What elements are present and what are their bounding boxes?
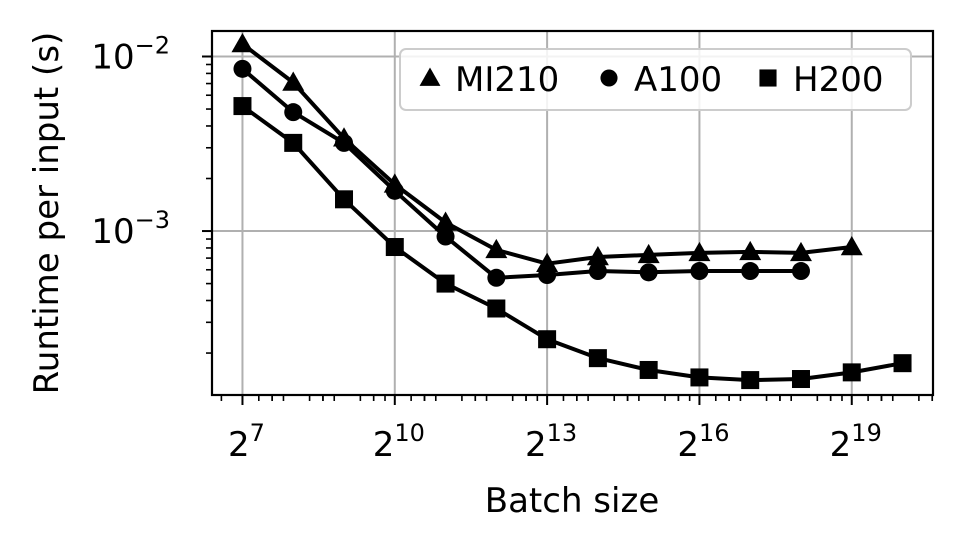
y-tick-label: 10−2: [91, 32, 170, 78]
data-point-h200: [893, 354, 912, 373]
data-point-h200: [538, 330, 557, 349]
y-tick-label: 10−3: [91, 206, 170, 252]
legend-label-mi210: MI210: [455, 60, 559, 100]
legend-marker-a100: [600, 69, 618, 87]
data-point-a100: [741, 262, 760, 281]
data-point-h200: [487, 299, 506, 318]
x-tick-label: 27: [228, 419, 265, 465]
legend-marker-h200: [759, 69, 777, 87]
axes: 27 210 213 216 219 10−2 10−3: [91, 32, 934, 465]
data-point-mi210: [586, 246, 609, 266]
data-point-a100: [538, 266, 557, 285]
x-tick-label: 213: [525, 419, 577, 465]
legend-box: [399, 48, 912, 111]
data-point-a100: [436, 227, 455, 246]
data-point-h200: [639, 360, 658, 379]
data-point-mi210: [434, 211, 457, 231]
data-point-h200: [436, 274, 455, 293]
x-tick-label: 219: [830, 419, 882, 465]
data-point-mi210: [688, 241, 711, 262]
data-point-a100: [588, 262, 607, 281]
data-point-a100: [385, 181, 404, 200]
legend-label-h200: H200: [793, 60, 883, 100]
data-point-mi210: [485, 238, 508, 259]
data-point-mi210: [840, 236, 863, 256]
data-point-a100: [233, 59, 252, 78]
plot-frame: [210, 29, 935, 397]
data-point-mi210: [739, 240, 762, 261]
data-point-h200: [385, 238, 404, 257]
data-point-mi210: [789, 241, 812, 262]
data-point-h200: [741, 371, 760, 390]
data-point-a100: [791, 262, 810, 281]
data-point-mi210: [282, 71, 305, 91]
series-layer: [231, 32, 912, 390]
y-axis-title: Runtime per input (s): [27, 32, 67, 395]
x-axis-title: Batch size: [485, 481, 659, 521]
legend-marker-mi210: [419, 67, 441, 86]
data-point-mi210: [231, 32, 254, 53]
data-point-a100: [335, 133, 354, 152]
data-point-h200: [791, 370, 810, 389]
x-tick-label: 216: [677, 419, 729, 465]
data-point-h200: [690, 368, 709, 387]
data-point-h200: [588, 349, 607, 368]
data-point-h200: [284, 133, 303, 152]
legend: MI210 A100 H200: [399, 48, 912, 111]
data-point-h200: [842, 363, 861, 382]
data-point-a100: [639, 263, 658, 282]
data-point-mi210: [536, 252, 559, 272]
x-tick-label: 210: [373, 419, 425, 465]
data-point-h200: [233, 97, 252, 116]
data-point-mi210: [637, 243, 660, 264]
data-point-a100: [284, 103, 303, 122]
data-point-a100: [487, 268, 506, 287]
legend-label-a100: A100: [634, 60, 722, 100]
data-point-a100: [690, 262, 709, 281]
data-point-h200: [335, 190, 354, 209]
